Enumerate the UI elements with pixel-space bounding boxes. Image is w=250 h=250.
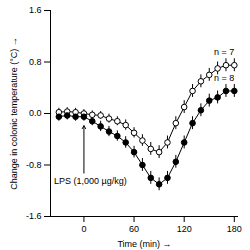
svg-text:120: 120 (177, 224, 192, 234)
svg-text:LPS (1,000 µg/kg): LPS (1,000 µg/kg) (54, 176, 127, 186)
svg-text:-0.8: -0.8 (26, 160, 42, 170)
svg-text:n = 8: n = 8 (214, 73, 234, 83)
svg-text:Change in colonic temperature: Change in colonic temperature (°C) → (9, 37, 19, 190)
svg-text:Time (min) →: Time (min) → (117, 239, 171, 249)
svg-text:0: 0 (81, 224, 86, 234)
svg-text:60: 60 (129, 224, 139, 234)
svg-text:180: 180 (227, 224, 242, 234)
svg-text:n = 7: n = 7 (214, 47, 234, 57)
svg-text:0.0: 0.0 (29, 108, 42, 118)
svg-text:0.8: 0.8 (29, 57, 42, 67)
svg-text:-1.6: -1.6 (26, 211, 42, 221)
svg-text:1.6: 1.6 (29, 5, 42, 15)
